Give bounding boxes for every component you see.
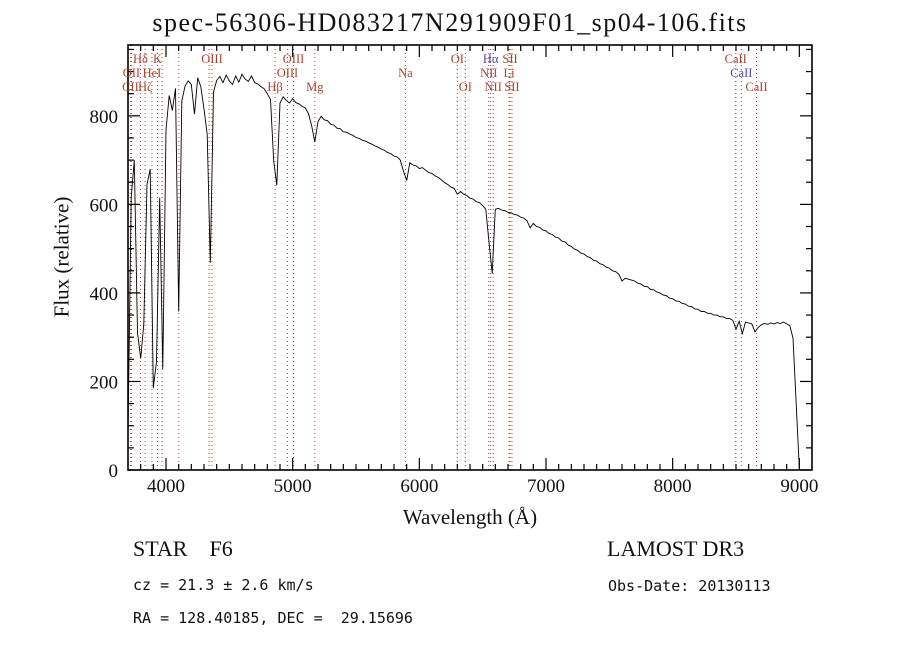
spectral-line-label: Mg xyxy=(306,80,324,94)
spectral-line-label: OIII xyxy=(283,52,305,66)
spectral-line-label: Hζ xyxy=(138,80,152,94)
x-axis-label: Wavelength (Å) xyxy=(402,505,538,529)
spectral-line-label: CaII xyxy=(725,52,747,66)
y-tick-label: 800 xyxy=(90,107,119,128)
x-tick-label: 6000 xyxy=(400,476,438,497)
spectral-line-label: OIII xyxy=(201,52,223,66)
spectral-line-label: SII xyxy=(504,80,519,94)
spectral-line-label: Hα xyxy=(483,52,499,66)
spectral-line-label: OIII xyxy=(277,66,299,80)
y-tick-label: 400 xyxy=(90,284,119,305)
x-tick-label: 5000 xyxy=(274,476,312,497)
spectral-line-label: NII xyxy=(480,66,497,80)
spectral-line-label: CaII xyxy=(730,66,752,80)
x-tick-label: 7000 xyxy=(527,476,565,497)
spectrum-curve xyxy=(127,73,800,468)
redshift-velocity-text: cz = 21.3 ± 2.6 km/s xyxy=(133,576,314,594)
spectral-line-label: NII xyxy=(485,80,502,94)
spectral-line-label: OI xyxy=(459,80,472,94)
spectral-line-label: Hβ xyxy=(267,80,282,94)
classification-text: STAR F6 xyxy=(133,536,233,561)
survey-release-text: LAMOST DR3 xyxy=(607,536,745,561)
spectral-line-label: OI xyxy=(451,52,464,66)
spectral-line-label: Li xyxy=(503,66,515,80)
x-tick-label: 8000 xyxy=(654,476,692,497)
y-tick-label: 600 xyxy=(90,195,119,216)
y-axis-label: Flux (relative) xyxy=(49,196,74,318)
y-tick-label: 200 xyxy=(90,372,119,393)
spectral-line-label: OII xyxy=(123,66,140,80)
spectral-line-label: CaII xyxy=(745,80,767,94)
plot-frame xyxy=(127,44,813,471)
y-tick-label: 0 xyxy=(109,461,119,482)
spectral-line-label: SII xyxy=(502,52,517,66)
x-tick-label: 4000 xyxy=(147,476,185,497)
spectral-line-label: Hδ xyxy=(133,52,148,66)
spectral-line-label: CII xyxy=(122,80,139,94)
x-tick-label: 9000 xyxy=(780,476,818,497)
spectral-line-label: Na xyxy=(398,66,413,80)
coordinates-text: RA = 128.40185, DEC = 29.15696 xyxy=(133,609,413,627)
spectral-line-label: HeI xyxy=(143,66,162,80)
spectral-line-label: K xyxy=(153,52,162,66)
observation-date-text: Obs-Date: 20130113 xyxy=(608,577,771,595)
figure-title: spec-56306-HD083217N291909F01_sp04-106.f… xyxy=(152,8,748,37)
